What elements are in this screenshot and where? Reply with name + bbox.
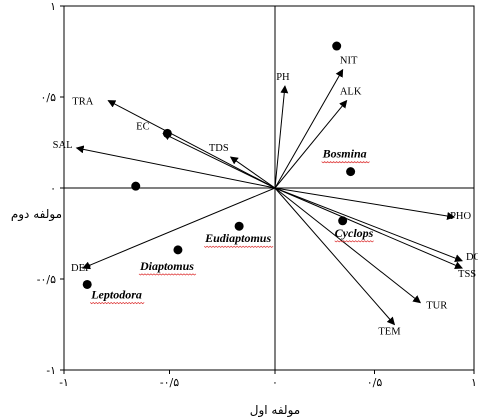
species-point-leptodora [82,279,92,289]
x-tick-label: ۱ [471,376,477,389]
vector-ec [162,132,276,189]
species-point-eudiaptomus [234,221,244,231]
species-label-cyclops: Cyclops [335,226,374,240]
vector-label-tds: TDS [209,143,229,154]
spell-underline [321,161,370,164]
x-tick-label: -۱ [59,376,69,389]
species-label-bosmina: Bosmina [322,147,367,161]
vector-label-tss: TSS [458,269,476,280]
x-tick-label: ۰ [272,376,278,389]
y-tick-label: ۱ [50,0,56,13]
spell-underline [89,302,145,305]
species-label-eudiaptomus: Eudiaptomus [204,231,271,245]
species-point-bosmina [346,167,356,177]
vector-label-do: DO [466,252,478,263]
y-tick-label: -۰/۵ [37,273,56,286]
vector-label-sal: SAL [53,140,73,151]
vector-alk [274,99,348,189]
vector-label-nit: NIT [340,56,358,67]
species-point-cyclops [338,216,348,226]
vector-tur [274,187,422,304]
vector-pho [274,187,456,220]
species-point [131,181,141,191]
vector-ph [274,85,289,189]
species-point-diaptomus [173,245,183,255]
vector-do [274,187,463,262]
vector-label-tem: TEM [378,327,401,338]
vector-label-ec: EC [136,121,149,132]
vector-label-alk: ALK [340,87,362,98]
vector-tem [274,187,396,326]
spell-underline [203,245,274,248]
vector-tra [107,100,276,189]
species-point [332,41,342,51]
vector-tds [229,156,276,189]
y-tick-label: ۰/۵ [40,91,56,104]
y-axis-title: مولفه دوم [11,207,62,222]
x-axis-title: مولفه اول [250,403,300,418]
y-tick-label: -۱ [46,364,56,377]
spell-underline [138,273,197,276]
vector-label-dep: DEP [71,263,91,274]
vector-label-ph: PH [276,72,290,83]
vector-label-tur: TUR [426,301,447,312]
species-label-diaptomus: Diaptomus [139,259,194,273]
x-tick-label: -۰/۵ [160,376,179,389]
species-point [162,128,172,138]
x-tick-label: ۰/۵ [367,376,383,389]
vector-label-pho: PHO [450,211,471,222]
vector-sal [75,145,276,189]
vector-tss [274,187,463,270]
species-label-leptodora: Leptodora [90,287,142,301]
spell-underline [334,240,374,243]
vector-label-tra: TRA [72,97,93,108]
vector-dep [82,187,276,270]
vector-nit [274,68,344,189]
y-tick-label: ۰ [50,182,56,195]
